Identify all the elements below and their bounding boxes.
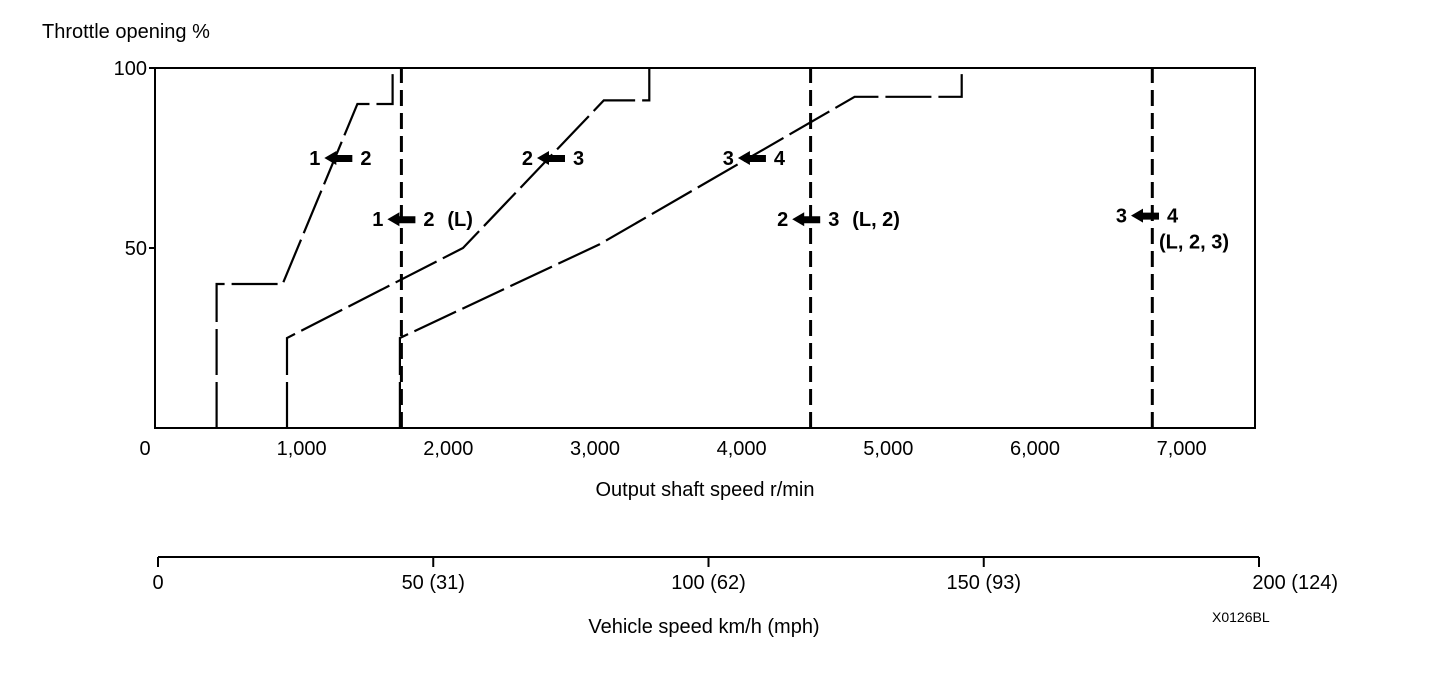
x-tick-label: 0 [139,438,150,460]
downshift-arrow-icon [387,212,416,227]
shift-from-gear: 3 [1116,206,1127,228]
x-tick-label: 4,000 [717,438,767,460]
y-tick-label: 50 [125,238,147,260]
shift-label-shift-3-4-L23: 3 4 (L, 2, 3) [1116,206,1229,254]
x-tick-label: 3,000 [570,438,620,460]
annotation-layer: 1 21 2 (L)2 3 3 42 3 (L, 2) 3 4(L, 2, 3) [309,148,1229,254]
vehicle-speed-tick-label: 0 [152,572,163,594]
figure-code: X0126BL [1212,609,1270,625]
series-upshift-2-3 [285,68,651,428]
y-axis-title: Throttle opening % [42,21,210,43]
shift-condition-note: (L) [447,209,473,231]
shift-to-gear: 2 [360,148,371,170]
series-upshift-3-4 [398,68,963,428]
shift-to-gear: 2 [423,209,434,231]
shift-to-gear: 4 [1167,206,1179,228]
vehicle-speed-tick-label: 150 (93) [947,572,1022,594]
shift-from-gear: 2 [777,209,788,231]
vehicle-speed-ticks: 0 50 (31) 100 (62) 150 (93) 200 (124) [152,557,1338,594]
shift-from-gear: 3 [723,148,734,170]
shift-to-gear: 3 [828,209,839,231]
y-tick-labels: 50 100 [114,58,155,260]
x-tick-label: 2,000 [423,438,473,460]
downshift-arrow-icon [537,151,565,165]
x-tick-label: 5,000 [863,438,913,460]
shift-label-shift-1-2-L: 1 2 (L) [372,209,473,231]
plot-frame [154,67,1256,429]
shift-from-gear: 1 [309,148,320,170]
x-tick-label: 7,000 [1157,438,1207,460]
shift-label-shift-2-3-L2: 2 3 (L, 2) [777,209,900,231]
downshift-arrow-icon [324,151,353,165]
shift-from-gear: 1 [372,209,383,231]
y-tick-label: 100 [114,58,147,80]
x-tick-label: 6,000 [1010,438,1060,460]
downshift-arrow-icon [1131,208,1159,223]
x-tick-label: 1,000 [277,438,327,460]
series-upshift-1-2 [215,68,394,428]
vehicle-speed-axis-title: Vehicle speed km/h (mph) [588,616,819,638]
shift-to-gear: 3 [573,148,584,170]
shift-from-gear: 2 [522,148,533,170]
vehicle-speed-tick-label: 200 (124) [1252,572,1338,594]
shift-to-gear: 4 [774,148,786,170]
x-axis-title: Output shaft speed r/min [595,479,814,501]
series-layer [215,68,1154,428]
downshift-arrow-icon [792,212,821,227]
x-tick-labels: 0 1,000 2,000 3,000 4,000 5,000 6,000 7,000 [139,438,1206,460]
vehicle-speed-tick-label: 50 (31) [402,572,465,594]
vehicle-speed-tick-label: 100 (62) [671,572,746,594]
shift-condition-note: (L, 2, 3) [1159,232,1229,254]
downshift-arrow-icon [737,151,766,165]
shift-condition-note: (L, 2) [852,209,900,231]
